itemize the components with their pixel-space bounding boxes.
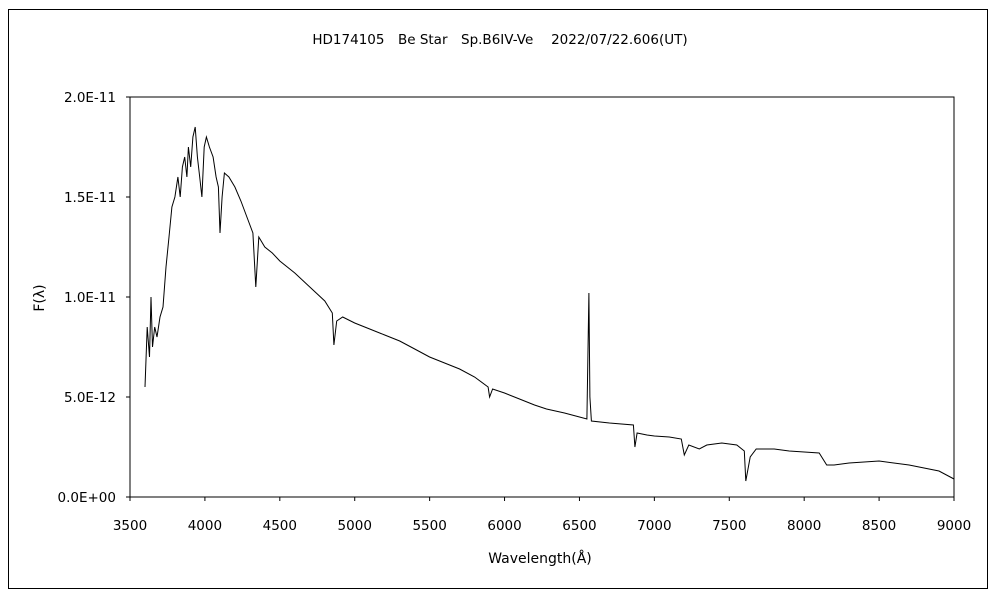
x-tick-label: 6000	[487, 518, 521, 534]
x-tick-label: 4500	[263, 518, 297, 534]
y-axis-label: F(λ)	[32, 284, 48, 311]
plot-area	[129, 96, 955, 498]
x-tick-label: 9000	[937, 518, 971, 534]
x-tick-label: 7000	[637, 518, 671, 534]
y-tick-label: 1.5E-11	[64, 190, 116, 206]
chart-title: HD174105 Be Star Sp.B6IV-Ve 2022/07/22.6…	[312, 32, 687, 48]
x-axis-label: Wavelength(Å)	[488, 550, 592, 567]
x-axis-ticks: 3500 4000 4500 5000 5500 6000 6500 7000 7500 8000…	[113, 497, 971, 534]
x-tick-label: 8000	[787, 518, 821, 534]
x-tick-label: 7500	[712, 518, 746, 534]
x-tick-label: 5000	[338, 518, 372, 534]
x-tick-label: 6500	[562, 518, 596, 534]
x-tick-label: 8500	[862, 518, 896, 534]
x-tick-label: 5500	[412, 518, 446, 534]
x-tick-label: 3500	[113, 518, 147, 534]
y-tick-label: 0.0E+00	[58, 490, 117, 506]
y-tick-label: 2.0E-11	[64, 90, 116, 106]
spectrum-line	[144, 126, 955, 482]
y-axis-ticks: 0.0E+00 5.0E-12 1.0E-11 1.5E-11 2.0E-11	[58, 90, 130, 506]
y-tick-label: 5.0E-12	[64, 390, 116, 406]
x-tick-label: 4000	[188, 518, 222, 534]
y-tick-label: 1.0E-11	[64, 290, 116, 306]
